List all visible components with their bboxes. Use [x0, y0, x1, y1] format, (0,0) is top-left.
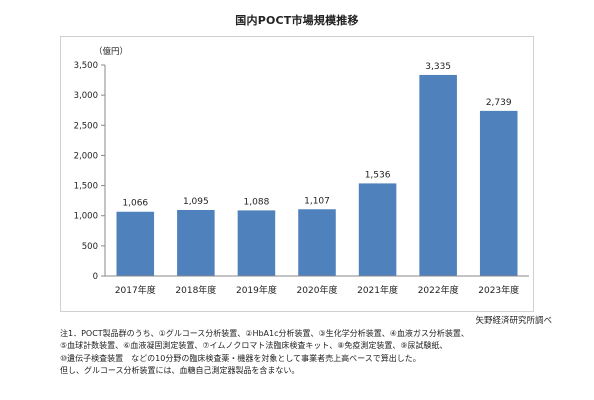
data-label: 1,107 [304, 196, 330, 206]
bar [177, 209, 215, 276]
y-tick-label: 2,500 [74, 121, 98, 131]
x-tick-label: 2021年度 [357, 284, 398, 296]
x-tick-label: 2019年度 [236, 284, 277, 296]
bar-chart: （億円） 0 500 1,000 1,500 2,000 2,500 3,000 3,500 1… [74, 46, 529, 296]
y-tick-label: 500 [82, 242, 98, 252]
y-tick-label: 3,500 [74, 61, 98, 71]
footnote-line: 注1．POCT製品群のうち、①グルコース分析装置、②HbA1c分析装置、③生化学… [60, 329, 469, 338]
chart-frame: （億円） 0 500 1,000 1,500 2,000 2,500 3,000 3,500 1… [60, 36, 534, 312]
source-credit: 矢野経済研究所調べ [475, 316, 552, 326]
x-tick-label: 2022年度 [418, 284, 459, 296]
data-label: 2,739 [486, 98, 512, 108]
bar [237, 210, 276, 276]
bars [116, 74, 518, 276]
bar [298, 209, 336, 276]
footnote-line: ⑩遺伝子検査装置 などの10分野の臨床検査薬・機器を対象として事業者売上高ベース… [60, 353, 421, 363]
footnotes: 注1．POCT製品群のうち、①グルコース分析装置、②HbA1c分析装置、③生化学… [60, 328, 560, 378]
x-tick-label: 2023年度 [478, 284, 519, 296]
data-label: 3,335 [425, 62, 451, 72]
y-tick-label: 2,000 [74, 151, 98, 161]
chart-title: 国内POCT市場規模推移 [235, 14, 359, 27]
y-tick-label: 0 [93, 272, 98, 282]
bar [479, 110, 518, 276]
data-label: 1,066 [122, 199, 148, 209]
bar [419, 74, 457, 276]
data-label: 1,536 [365, 170, 391, 180]
value-labels: 1,066 1,095 1,088 1,107 1,536 3,335 2,739 [122, 62, 511, 209]
y-tick-label: 1,500 [74, 182, 98, 192]
y-tick-label: 3,000 [74, 91, 98, 101]
y-axis: （億円） 0 500 1,000 1,500 2,000 2,500 3,000 3,500 [74, 46, 128, 282]
footnote-line: 但し、グルコース分析装置には、血糖自己測定器製品を含まない。 [60, 366, 300, 376]
bar [116, 211, 155, 276]
bar [358, 183, 397, 276]
x-tick-label: 2017年度 [115, 284, 156, 296]
y-tick-label: 1,000 [74, 212, 98, 222]
y-axis-unit-label: （億円） [94, 46, 128, 57]
x-axis: 2017年度 2018年度 2019年度 2020年度 2021年度 2022年度 2023… [105, 275, 529, 296]
data-label: 1,095 [183, 197, 209, 207]
x-tick-label: 2020年度 [297, 284, 338, 296]
data-label: 1,088 [244, 197, 270, 207]
x-tick-label: 2018年度 [175, 284, 216, 296]
footnote-line: ⑤血球計数装置、⑥血液凝固測定装置、⑦イムノクロマト法臨床検査キット、⑧免疫測定… [60, 341, 448, 351]
